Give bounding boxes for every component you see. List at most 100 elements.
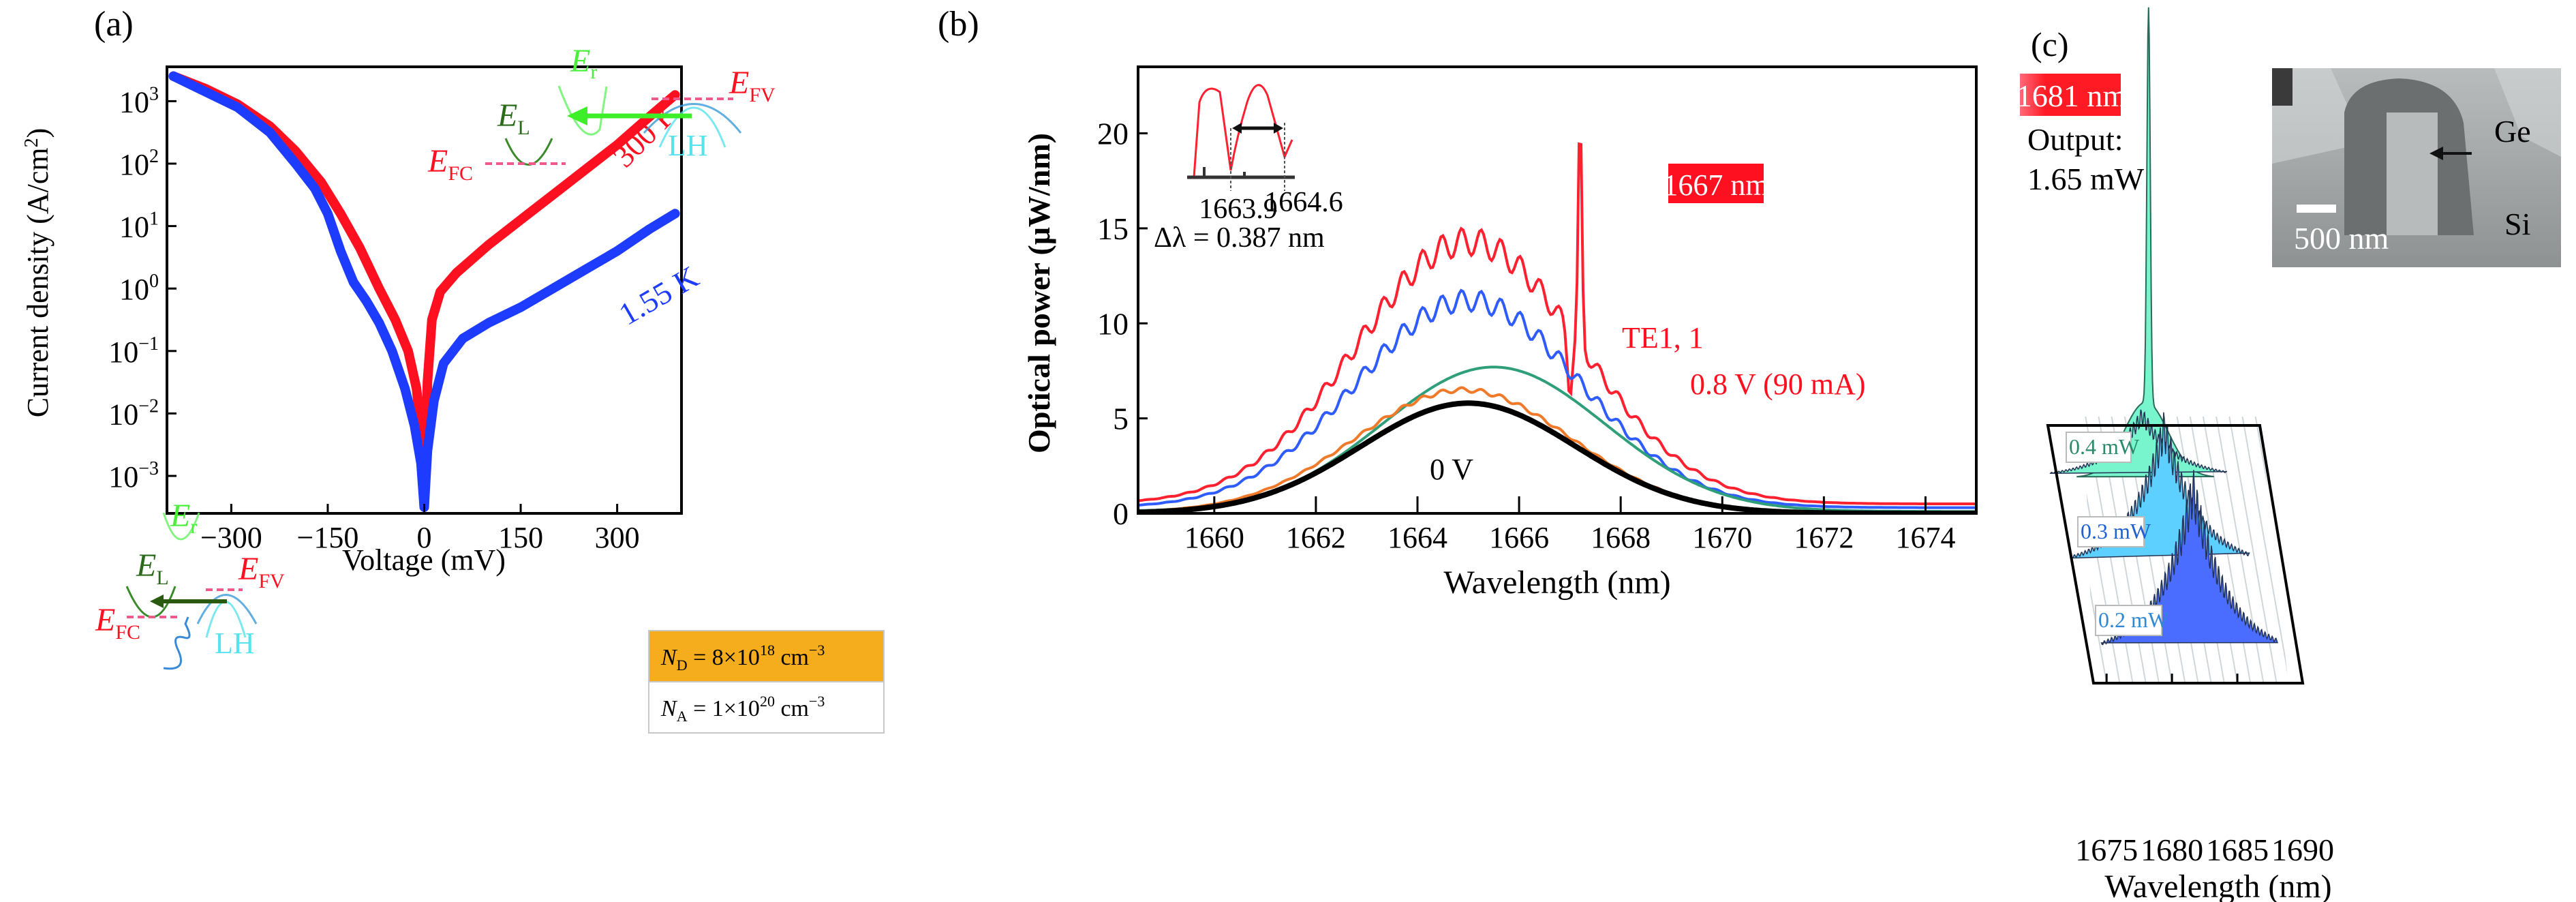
series-0-V bbox=[1138, 400, 1976, 513]
panel-b-xlabel: Wavelength (nm) bbox=[1443, 565, 1670, 601]
sem-ge-core bbox=[2387, 112, 2438, 235]
panel-a-xlabel: Voltage (mV) bbox=[342, 543, 506, 577]
label-efc-top: EFC bbox=[427, 143, 473, 185]
power-label-box-02 bbox=[2095, 605, 2162, 636]
lasing-badge-1667-text: 1667 nm bbox=[1663, 168, 1768, 202]
panel-a-label: (a) bbox=[94, 5, 134, 44]
sem-inset: 500 nm Ge Si bbox=[2272, 68, 2561, 267]
y-tick-label: 100 bbox=[119, 271, 159, 306]
output-value: 1.65 mW bbox=[2027, 162, 2145, 196]
mode-label-te11: TE1, 1 bbox=[1622, 321, 1704, 355]
band-diagram-top: Er EL EFC EFV LH bbox=[427, 43, 776, 185]
ge-label: Ge bbox=[2494, 114, 2531, 149]
x-tick-label: 1668 bbox=[1591, 521, 1651, 554]
power-label-03: 0.3 mW bbox=[2081, 519, 2151, 543]
panel-c: (c) 1681 nm Output: 1.65 mW 500 nm Ge Si… bbox=[2017, 7, 2561, 902]
x-tick-label: 1674 bbox=[1895, 521, 1955, 554]
transition-arrow-head-bottom-icon bbox=[150, 595, 164, 608]
label-er-bottom: Er bbox=[170, 498, 197, 538]
sem-arrow-head-icon bbox=[2429, 147, 2443, 160]
gamma-valley-curve-bottom bbox=[162, 512, 200, 541]
y-tick-label: 10−2 bbox=[108, 395, 159, 431]
power-label-02: 0.2 mW bbox=[2098, 607, 2169, 632]
x-tick-label: 1675 bbox=[2075, 832, 2138, 867]
x-tick-label: 150 bbox=[498, 521, 543, 554]
transition-arrow-head-icon bbox=[567, 106, 587, 125]
y-tick-label: 0 bbox=[1113, 496, 1129, 531]
panel-c-label: (c) bbox=[2031, 25, 2069, 63]
fsr-inset-curve bbox=[1193, 84, 1293, 178]
series-0-8-V--90-mA- bbox=[1138, 142, 1976, 506]
x-tick-label: 1660 bbox=[1184, 521, 1244, 554]
fsr-inset: 1663.9 1664.6 Δλ = 0.387 nm bbox=[1154, 84, 1343, 254]
panel-b-frame bbox=[1137, 65, 1978, 515]
lasing-badge-1667 bbox=[1668, 164, 1764, 203]
fsr-label: Δλ = 0.387 nm bbox=[1154, 222, 1325, 254]
zero-bias-label: 0 V bbox=[1430, 453, 1473, 486]
doping-table: ND = 8×1018 cm−3 NA = 1×1020 cm−3 bbox=[648, 630, 885, 734]
waterfall-spectra bbox=[2049, 7, 2278, 646]
panel-c-ticks: 1675 1680 1685 1690 bbox=[2075, 674, 2334, 867]
series-blue bbox=[1138, 288, 1976, 509]
label-efv-bottom: EFV bbox=[238, 551, 285, 592]
label-efv-top: EFV bbox=[729, 65, 776, 106]
band-diagram-bottom: Er EL EFC EFV LH bbox=[95, 498, 285, 670]
panel-a-ticks: −300 −150 0 150 300 103 102 101 100 10−1 10−2 10−3 bbox=[108, 83, 639, 554]
inset-tick-label-1663-9: 1663.9 bbox=[1199, 194, 1278, 225]
panel-b-ylabel: Optical power (μW/nm) bbox=[1022, 133, 1056, 453]
x-tick-label: −150 bbox=[297, 521, 359, 554]
scale-bar-label: 500 nm bbox=[2294, 221, 2389, 256]
lasing-badge-1681 bbox=[2020, 74, 2121, 116]
panel-a-curves bbox=[168, 71, 680, 512]
x-tick-label: 1666 bbox=[1489, 521, 1549, 554]
bias-label-08v: 0.8 V (90 mA) bbox=[1690, 367, 1866, 401]
x-tick-label: 1690 bbox=[2271, 832, 2334, 867]
x-tick-label: 1672 bbox=[1794, 521, 1854, 554]
y-tick-label: 10 bbox=[1097, 306, 1129, 341]
panel-b: (b) 1660 1662 1664 1666 1668 1670 1672 1674 0 5 10… bbox=[938, 5, 1978, 601]
y-tick-label: 15 bbox=[1097, 211, 1129, 246]
gamma-valley-curve bbox=[557, 85, 608, 136]
doping-row-nd bbox=[648, 630, 885, 682]
y-tick-label: 101 bbox=[119, 209, 159, 244]
sem-oxide-region bbox=[2494, 68, 2561, 157]
panel-c-xlabel: Wavelength (nm) bbox=[2104, 869, 2331, 902]
label-el-top: EL bbox=[497, 97, 530, 139]
x-tick-label: 1662 bbox=[1286, 521, 1346, 554]
grid-line bbox=[2240, 417, 2290, 684]
x-tick-label: 1670 bbox=[1692, 521, 1752, 554]
power-label-04: 0.4 mW bbox=[2069, 434, 2140, 459]
arrow-left-icon bbox=[1232, 123, 1242, 134]
y-tick-label: 20 bbox=[1097, 117, 1129, 151]
power-label-box-04 bbox=[2066, 432, 2132, 463]
panel-a-ylabel: Current density (A/cm2) bbox=[21, 128, 55, 418]
label-efc-bottom: EFC bbox=[95, 602, 140, 644]
label-lh-bottom: LH bbox=[215, 627, 255, 660]
scale-bar bbox=[2297, 205, 2336, 213]
panel-b-curves bbox=[1138, 142, 1976, 513]
doping-nd-text: ND = 8×1018 cm−3 bbox=[660, 642, 825, 674]
power-label-box-03 bbox=[2077, 516, 2145, 547]
doping-row-na bbox=[648, 681, 885, 734]
y-tick-label: 10−3 bbox=[108, 458, 159, 494]
waterfall-frame bbox=[2046, 424, 2305, 685]
hh-band-curve-bottom bbox=[196, 594, 258, 625]
series-300-K bbox=[168, 71, 680, 512]
x-tick-label: 300 bbox=[595, 521, 640, 554]
x-tick-label: 0 bbox=[417, 521, 432, 554]
x-tick-label: 1664 bbox=[1387, 521, 1447, 554]
x-tick-label: 1685 bbox=[2206, 832, 2269, 867]
inset-tick-label-1664-6: 1664.6 bbox=[1264, 187, 1343, 218]
y-tick-label: 5 bbox=[1113, 402, 1129, 436]
sem-dark-corner bbox=[2272, 68, 2293, 106]
photon-wave-icon bbox=[163, 616, 191, 670]
hh-band-curve bbox=[643, 103, 742, 134]
y-tick-label: 103 bbox=[119, 83, 159, 119]
grid-line bbox=[2084, 417, 2108, 684]
label-155k: 1.55 K bbox=[613, 259, 705, 332]
x-tick-label: −300 bbox=[200, 521, 262, 554]
label-el-bottom: EL bbox=[136, 547, 169, 589]
y-tick-label: 10−1 bbox=[108, 333, 159, 369]
l-valley-curve bbox=[504, 138, 553, 166]
